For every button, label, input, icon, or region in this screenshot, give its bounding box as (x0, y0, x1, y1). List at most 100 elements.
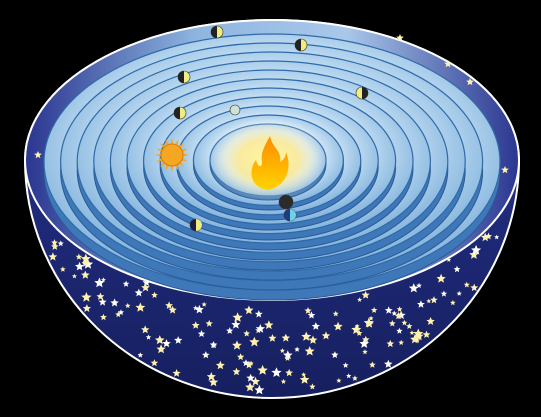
planet-shadow (362, 87, 368, 99)
star (281, 333, 290, 342)
sun-ray (170, 138, 174, 146)
star (401, 319, 408, 326)
star (309, 383, 316, 390)
sun-ray (155, 153, 163, 157)
star (440, 290, 448, 297)
star (406, 323, 413, 329)
star (446, 257, 452, 262)
star (436, 273, 446, 283)
star (321, 331, 331, 340)
star (333, 321, 343, 331)
star (232, 367, 241, 376)
star (243, 330, 250, 337)
star (48, 252, 58, 261)
star (304, 307, 312, 314)
star (193, 305, 199, 311)
star (469, 249, 479, 259)
star (34, 151, 42, 159)
star (249, 336, 260, 347)
star (386, 339, 395, 348)
star (279, 348, 285, 353)
star-field (34, 34, 509, 395)
star (197, 330, 206, 337)
star (165, 301, 173, 309)
star (394, 311, 403, 320)
star (396, 34, 404, 42)
star (82, 304, 91, 312)
planet-shadow (290, 209, 296, 221)
star (75, 253, 83, 260)
star (480, 232, 490, 242)
star (244, 305, 254, 315)
star (96, 292, 105, 300)
star (141, 325, 150, 334)
star (237, 353, 245, 361)
star (470, 283, 479, 292)
star (145, 334, 152, 340)
star (142, 278, 151, 287)
star (501, 166, 509, 174)
star (51, 239, 58, 246)
star (226, 327, 234, 334)
star (257, 364, 268, 375)
star (357, 297, 363, 302)
star (168, 305, 177, 314)
star (232, 312, 243, 322)
star (268, 334, 277, 342)
star (417, 300, 425, 308)
star (466, 78, 474, 86)
star (150, 359, 159, 367)
star (426, 317, 435, 325)
star (254, 384, 265, 395)
sun-disc (160, 143, 184, 167)
star (284, 355, 291, 361)
star (60, 266, 66, 272)
celestial-bodies (173, 25, 369, 232)
star (304, 346, 315, 356)
star (156, 344, 166, 354)
star (450, 299, 456, 306)
star (351, 324, 362, 334)
star (254, 310, 263, 318)
star (430, 296, 438, 304)
star (215, 360, 225, 370)
star (248, 360, 254, 366)
star (311, 322, 320, 330)
star (408, 283, 419, 293)
star (283, 350, 293, 360)
star (332, 310, 339, 317)
star (336, 377, 342, 383)
star (162, 339, 171, 348)
star (384, 306, 393, 314)
star (409, 330, 415, 335)
star (456, 290, 462, 296)
star (201, 301, 207, 307)
planet-shadow (211, 26, 217, 38)
star (75, 261, 85, 271)
star (231, 319, 241, 329)
star (72, 273, 77, 279)
star (371, 306, 378, 313)
star (134, 288, 143, 297)
star (206, 372, 216, 381)
star (141, 283, 150, 292)
sun-ray (181, 153, 189, 157)
star (81, 292, 92, 302)
star (137, 352, 144, 358)
star (232, 340, 242, 350)
star (362, 349, 368, 355)
star (194, 304, 204, 314)
star (361, 290, 370, 299)
star (101, 277, 106, 282)
star (81, 259, 90, 267)
star (444, 60, 452, 68)
star (110, 298, 119, 307)
star (98, 297, 107, 306)
star (471, 244, 482, 255)
star (463, 281, 470, 288)
star (122, 280, 130, 287)
star (426, 298, 432, 304)
star (342, 362, 349, 368)
star (264, 320, 274, 330)
